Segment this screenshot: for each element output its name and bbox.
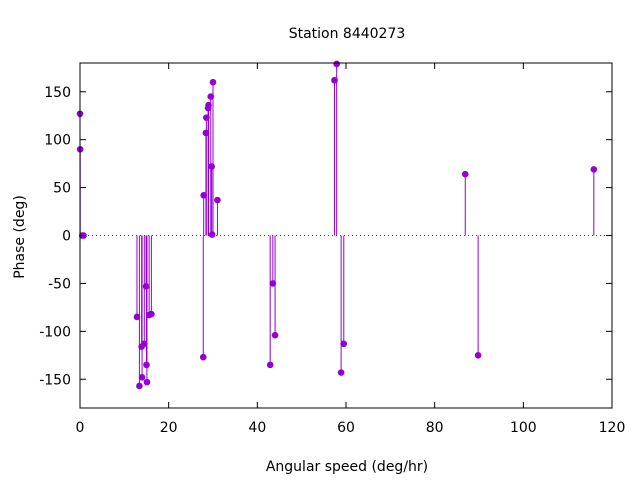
x-tick-label: 0	[76, 420, 85, 436]
data-point	[138, 374, 146, 381]
y-tick-label: 50	[53, 181, 71, 197]
tick-label-layer: 0 20 40 60 80 100 120 -150 -100 -50 0 50 100 150	[39, 85, 625, 436]
point-layer	[76, 60, 598, 390]
x-tick-label: 120	[599, 420, 626, 436]
data-point	[142, 282, 150, 290]
data-point	[199, 353, 207, 361]
data-point	[133, 313, 141, 321]
data-point	[205, 101, 212, 109]
data-point	[209, 78, 217, 86]
y-tick-label: -150	[39, 372, 71, 388]
data-point	[337, 369, 345, 376]
data-point	[148, 310, 155, 318]
x-tick-label: 100	[510, 420, 537, 436]
data-point	[214, 196, 221, 204]
chart-title: Station 8440273	[289, 26, 406, 42]
data-point	[266, 361, 274, 369]
y-tick-label: -50	[48, 276, 71, 292]
data-point	[208, 231, 216, 238]
data-point	[271, 331, 279, 339]
y-tick-label: 0	[62, 229, 71, 245]
data-point	[202, 129, 210, 137]
x-tick-label: 40	[248, 420, 266, 436]
x-tick-label: 60	[337, 420, 355, 436]
data-point	[143, 378, 151, 386]
data-point	[461, 170, 469, 178]
data-point	[331, 76, 338, 84]
data-point	[333, 60, 340, 68]
data-point	[207, 93, 215, 100]
impulse-layer	[79, 63, 595, 386]
x-tick-label: 80	[426, 420, 444, 436]
data-point	[143, 361, 150, 369]
y-axis-label: Phase (deg)	[12, 195, 28, 279]
data-point	[208, 163, 215, 170]
y-tick-label: 100	[44, 133, 71, 149]
y-tick-label: -100	[39, 324, 71, 340]
data-point	[203, 114, 210, 121]
data-point	[269, 280, 277, 287]
data-point	[340, 340, 348, 348]
data-point	[136, 382, 143, 390]
data-point	[474, 351, 482, 359]
x-axis-label: Angular speed (deg/hr)	[266, 459, 428, 475]
data-point	[140, 340, 148, 348]
tick-layer	[79, 63, 613, 408]
x-tick-label: 20	[160, 420, 178, 436]
y-tick-label: 150	[44, 85, 71, 101]
data-point	[590, 166, 598, 173]
data-point	[200, 191, 207, 199]
